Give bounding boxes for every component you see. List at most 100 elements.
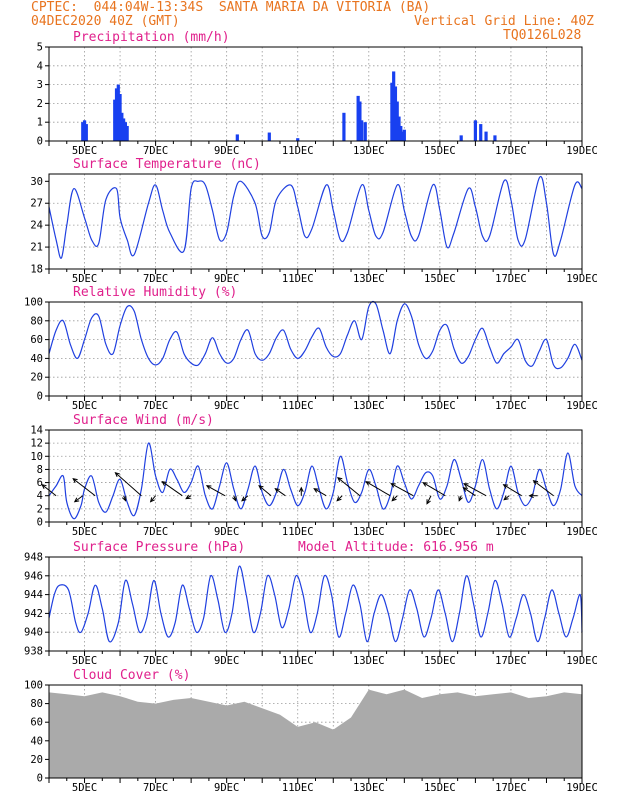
wind-vector-head — [205, 485, 212, 490]
y-tick-label: 14 — [30, 425, 43, 437]
x-tick-label: 9DEC — [214, 526, 239, 538]
y-tick-label: 80 — [30, 698, 43, 710]
panel-frame — [48, 301, 583, 397]
wind-vector — [337, 477, 361, 497]
x-tick-label: 11DEC — [282, 655, 314, 667]
precip-bar — [356, 95, 360, 141]
precip-bar — [123, 122, 127, 141]
panel-title: Surface Pressure (hPa) — [73, 540, 245, 555]
wind-vector-head — [241, 496, 247, 502]
x-tick-label: 17DEC — [495, 400, 527, 412]
x-tick-label: 17DEC — [495, 526, 527, 538]
series-line — [48, 442, 583, 520]
y-tick-label: 6 — [37, 477, 43, 489]
y-tick-label: 942 — [24, 608, 43, 620]
precip-bar — [493, 135, 497, 141]
panel-2: 18 21 24 27 30 5DEC 7DEC 9DEC 11DEC 13DEC 15DEC 17D… — [30, 157, 597, 285]
x-tick-label: 15DEC — [424, 145, 456, 157]
header-run-time: 04DEC2020 40Z (GMT) — [31, 14, 180, 29]
precip-bar — [125, 125, 129, 141]
x-tick-label: 13DEC — [353, 655, 385, 667]
wind-vector — [150, 495, 156, 503]
wind-vector-head — [313, 488, 319, 493]
wind-vector — [533, 480, 554, 497]
wind-vector-head — [463, 483, 469, 488]
wind-vector — [503, 484, 522, 497]
wind-vector — [313, 488, 327, 497]
x-tick-label: 7DEC — [143, 655, 168, 667]
x-tick-label: 19DEC — [566, 655, 598, 667]
precip-bar — [296, 138, 300, 141]
wind-vector-head — [391, 496, 397, 502]
x-tick-label: 5DEC — [72, 145, 97, 157]
x-tick-label: 5DEC — [72, 655, 97, 667]
precip-bar — [459, 135, 463, 141]
panel-6: 0 20 40 60 80 100 5DEC 7DEC 9DEC 11DEC 13DEC 15DEC 1… — [24, 668, 598, 794]
precip-bar — [342, 112, 346, 141]
precip-bar — [395, 101, 399, 141]
x-tick-label: 11DEC — [282, 273, 314, 285]
y-tick-label: 24 — [30, 220, 43, 232]
precip-bar — [479, 124, 483, 141]
x-tick-label: 9DEC — [214, 273, 239, 285]
y-tick-label: 60 — [30, 334, 43, 346]
cloud-cover-area — [49, 689, 582, 778]
x-tick-label: 7DEC — [143, 782, 168, 794]
x-tick-label: 17DEC — [495, 655, 527, 667]
x-tick-label: 7DEC — [143, 145, 168, 157]
x-tick-label: 19DEC — [566, 145, 598, 157]
precip-bar — [120, 112, 124, 141]
y-tick-label: 60 — [30, 717, 43, 729]
wind-vector-head — [422, 482, 428, 487]
x-tick-label: 15DEC — [424, 526, 456, 538]
x-tick-label: 19DEC — [566, 273, 598, 285]
x-tick-label: 19DEC — [566, 400, 598, 412]
wind-vector — [422, 482, 446, 497]
x-tick-label: 13DEC — [353, 145, 385, 157]
y-tick-label: 8 — [37, 464, 43, 476]
y-tick-label: 4 — [37, 490, 43, 502]
precip-bar — [363, 122, 367, 141]
wind-vector-head — [258, 484, 264, 491]
y-tick-label: 80 — [30, 315, 43, 327]
wind-vector-head — [72, 478, 78, 483]
x-tick-label: 15DEC — [424, 400, 456, 412]
y-tick-label: 30 — [30, 176, 43, 188]
y-tick-label: 21 — [30, 242, 43, 254]
panel-title: Relative Humidity (%) — [73, 285, 237, 300]
y-tick-label: 4 — [37, 60, 43, 72]
x-tick-label: 5DEC — [72, 273, 97, 285]
x-tick-label: 5DEC — [72, 526, 97, 538]
y-tick-label: 18 — [30, 264, 43, 276]
wind-vector — [161, 481, 183, 497]
y-tick-label: 3 — [37, 79, 43, 91]
y-tick-label: 0 — [37, 136, 43, 148]
wind-vector-head — [528, 493, 534, 499]
x-tick-label: 19DEC — [566, 782, 598, 794]
x-tick-label: 13DEC — [353, 273, 385, 285]
x-tick-label: 11DEC — [282, 145, 314, 157]
wind-vector-head — [121, 496, 127, 502]
y-tick-label: 40 — [30, 735, 43, 747]
wind-vector — [391, 495, 398, 502]
y-tick-label: 12 — [30, 438, 43, 450]
y-tick-label: 10 — [30, 451, 43, 463]
panel-annotation: Model Altitude: 616.956 m — [298, 540, 494, 555]
wind-vector-head — [337, 476, 343, 483]
panel-title: Surface Wind (m/s) — [73, 413, 214, 428]
x-tick-label: 7DEC — [143, 273, 168, 285]
panel-3: 0 20 40 60 80 100 5DEC 7DEC 9DEC 11DEC 13DEC 15DEC 1… — [24, 285, 598, 412]
wind-vector-head — [365, 481, 371, 486]
precip-bar — [118, 94, 122, 141]
precip-bar — [402, 129, 406, 141]
x-tick-label: 9DEC — [214, 655, 239, 667]
precip-bar — [393, 86, 398, 141]
precip-bar — [399, 125, 403, 141]
x-tick-label: 11DEC — [282, 782, 314, 794]
y-tick-label: 940 — [24, 627, 43, 639]
precip-bar — [235, 134, 239, 141]
wind-vector-head — [41, 484, 47, 489]
x-tick-label: 15DEC — [424, 782, 456, 794]
